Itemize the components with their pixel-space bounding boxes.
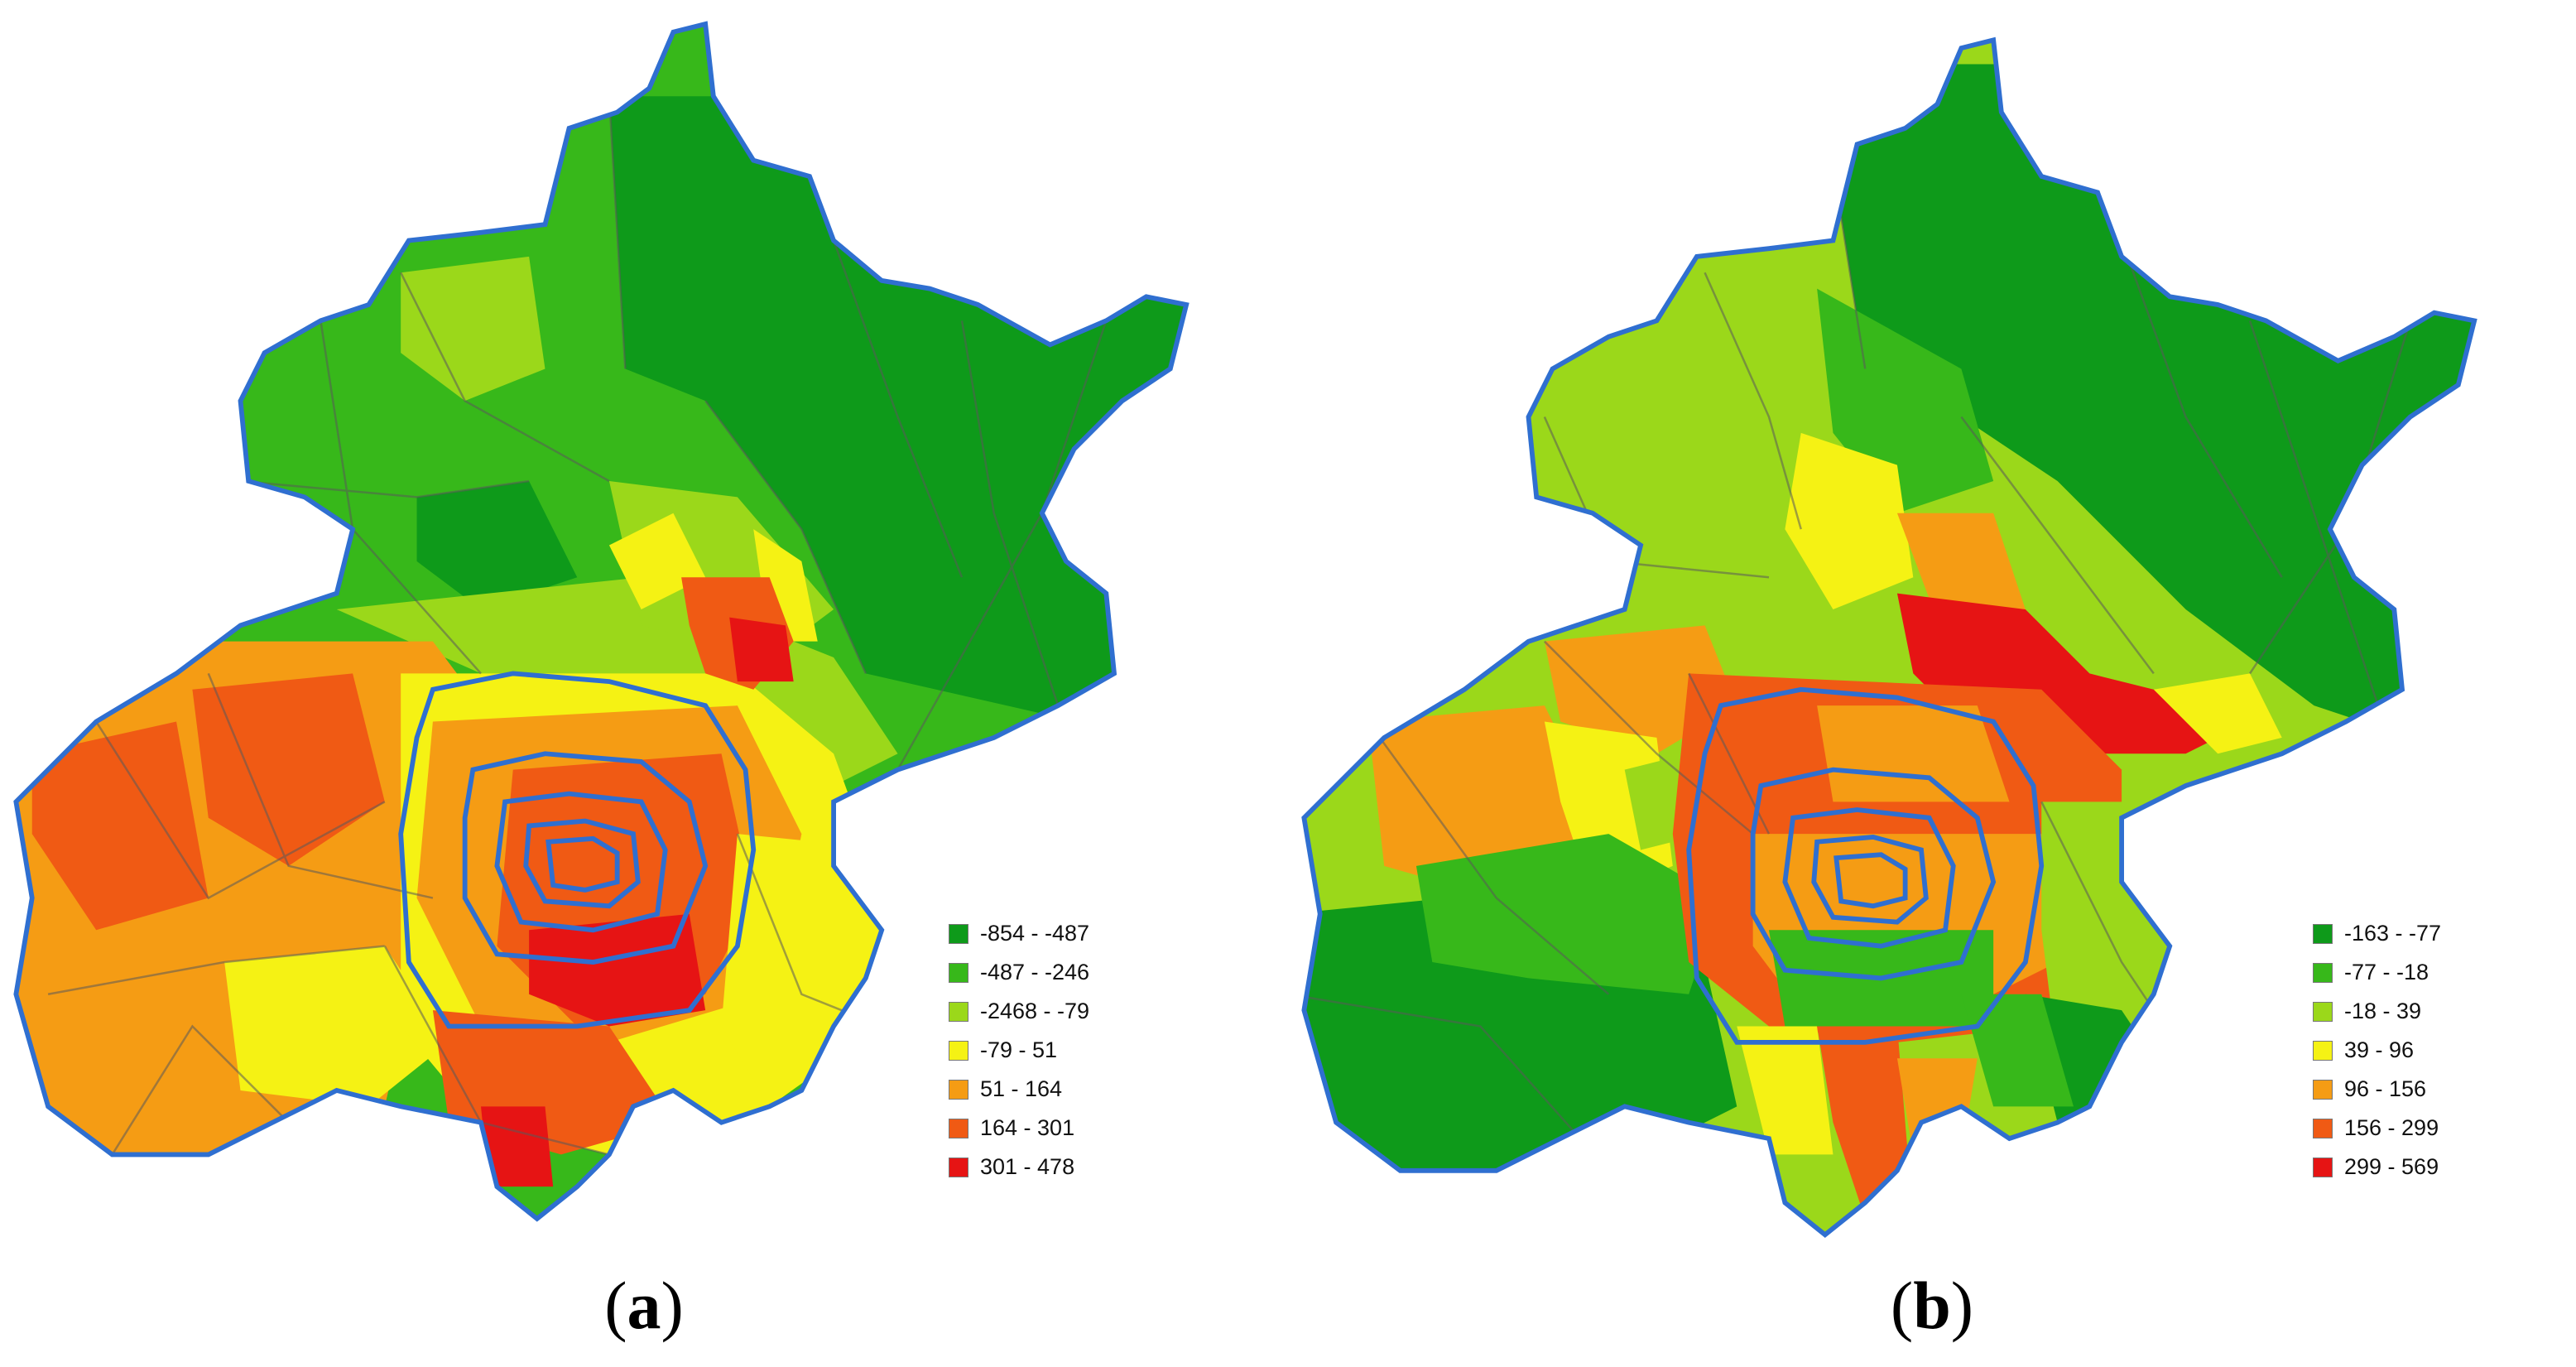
legend-label: -79 - 51 <box>980 1037 1058 1062</box>
map-panel-a: -854 - -487 -487 - -246 -2468 - -79 -79 … <box>0 21 1288 1345</box>
legend-item: -18 - 39 <box>2313 992 2441 1031</box>
legend-label: -2468 - -79 <box>980 999 1090 1023</box>
legend-item: 299 - 569 <box>2313 1148 2441 1186</box>
legend-label: 299 - 569 <box>2344 1154 2439 1179</box>
legend-label: 96 - 156 <box>2344 1076 2427 1101</box>
legend-item: -79 - 51 <box>949 1031 1089 1070</box>
legend-item: 301 - 478 <box>949 1148 1089 1186</box>
legend-swatch <box>949 1118 968 1138</box>
legend-swatch <box>949 923 968 944</box>
legend-label: 39 - 96 <box>2344 1037 2415 1062</box>
legend-label: 301 - 478 <box>980 1154 1075 1179</box>
legend-label: -18 - 39 <box>2344 999 2422 1023</box>
legend-swatch <box>2313 1040 2333 1061</box>
legend-a: -854 - -487 -487 - -246 -2468 - -79 -79 … <box>940 909 1098 1191</box>
caption-letter: b <box>1913 1268 1951 1343</box>
legend-label: 156 - 299 <box>2344 1115 2439 1140</box>
caption-a: (a) <box>0 1267 1288 1345</box>
legend-swatch <box>2313 1001 2333 1022</box>
caption-b: (b) <box>1288 1267 2576 1345</box>
legend-swatch <box>949 1001 968 1022</box>
legend-swatch <box>949 1157 968 1177</box>
city-boundary-a <box>13 21 1189 1222</box>
caption-close: ) <box>1950 1268 1974 1343</box>
legend-label: 51 - 164 <box>980 1076 1063 1101</box>
legend-label: -487 - -246 <box>980 960 1090 984</box>
legend-label: -163 - -77 <box>2344 921 2442 946</box>
legend-item: -163 - -77 <box>2313 914 2441 953</box>
legend-label: 164 - 301 <box>980 1115 1075 1140</box>
legend-label: -77 - -18 <box>2344 960 2429 984</box>
legend-item: -487 - -246 <box>949 953 1089 992</box>
legend-item: 164 - 301 <box>949 1109 1089 1148</box>
ring-roads-b <box>1686 686 2045 1045</box>
legend-item: 39 - 96 <box>2313 1031 2441 1070</box>
caption-letter: a <box>627 1268 661 1343</box>
caption-open: ( <box>604 1268 627 1343</box>
choropleth-map-b <box>1301 36 2477 1238</box>
legend-swatch <box>2313 1118 2333 1138</box>
legend-swatch <box>949 962 968 983</box>
ring-roads-a <box>398 671 757 1029</box>
legend-item: -2468 - -79 <box>949 992 1089 1031</box>
caption-close: ) <box>661 1268 684 1343</box>
legend-swatch <box>2313 1157 2333 1177</box>
legend-item: 156 - 299 <box>2313 1109 2441 1148</box>
legend-swatch <box>2313 923 2333 944</box>
legend-swatch <box>2313 1079 2333 1100</box>
legend-swatch <box>949 1040 968 1061</box>
caption-open: ( <box>1890 1268 1914 1343</box>
choropleth-map-a <box>13 21 1189 1222</box>
legend-swatch <box>2313 962 2333 983</box>
legend-item: -77 - -18 <box>2313 953 2441 992</box>
legend-item: 96 - 156 <box>2313 1070 2441 1109</box>
map-panel-b: -163 - -77 -77 - -18 -18 - 39 39 - 96 96… <box>1288 0 2576 1367</box>
legend-item: -854 - -487 <box>949 914 1089 953</box>
legend-item: 51 - 164 <box>949 1070 1089 1109</box>
legend-swatch <box>949 1079 968 1100</box>
city-boundary-b <box>1301 36 2477 1238</box>
legend-label: -854 - -487 <box>980 921 1090 946</box>
legend-b: -163 - -77 -77 - -18 -18 - 39 39 - 96 96… <box>2304 909 2450 1191</box>
